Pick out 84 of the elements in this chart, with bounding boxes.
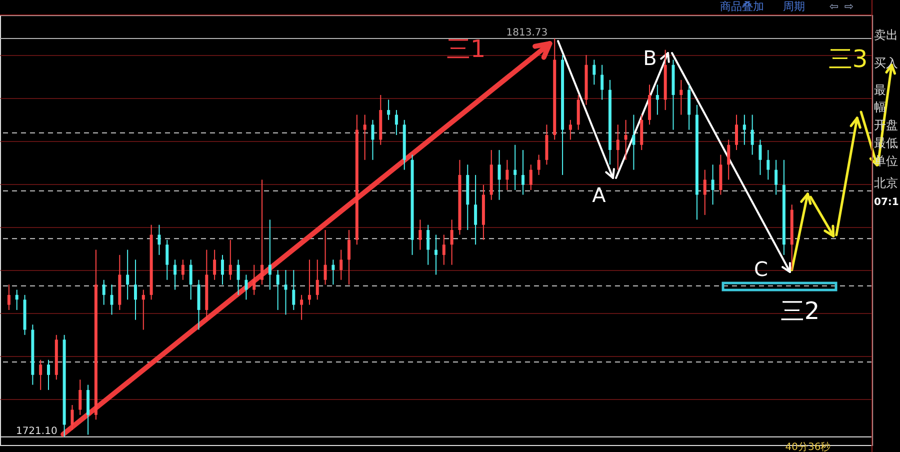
candlestick [332,259,335,286]
candlestick [46,359,50,390]
annotation: 三2 [780,297,820,325]
candlestick [292,269,296,310]
candlestick [260,179,264,286]
candlestick [498,150,501,200]
text: 买入 [874,56,898,70]
candlestick [110,284,114,316]
candlestick [324,230,327,286]
candlestick [616,124,620,170]
candlestick [7,284,10,310]
candlestick [742,114,746,146]
candlestick [387,99,390,120]
candlestick [213,249,216,280]
text: ⇨ [844,0,854,13]
candlestick [450,219,454,266]
candlestick [703,169,706,216]
candlestick [348,230,351,286]
candlestick [711,164,714,206]
candlestick [268,219,272,290]
annotation: C [754,257,768,281]
candlestick [766,150,770,180]
candlestick [102,279,106,306]
candlestick [189,259,192,300]
candlestick [418,219,422,250]
candlestick [142,289,145,330]
candlestick [181,259,184,280]
candlestick [568,119,572,140]
candlestick [236,259,240,296]
candlestick [521,150,524,196]
candlestick [537,154,540,176]
candlestick [656,84,659,116]
text: 周期 [783,0,805,13]
candlestick [15,289,18,310]
annotation: 三1 [446,35,486,63]
candlestick [158,224,161,256]
ref-line-label: 1721.10 [16,426,58,437]
candlestick [735,114,738,151]
candlestick [244,274,248,300]
text: 北京 [874,176,898,190]
candlestick [126,249,130,300]
candlestick [680,79,683,116]
candlestick [316,259,319,300]
text: 最 [874,83,886,97]
candlestick [276,269,280,310]
candlestick [371,119,374,160]
candlestick [727,139,730,180]
text: 07:1 [874,197,899,208]
candlestick [514,144,517,191]
candlestick [39,359,42,390]
ref-line-label: 1813.73 [506,28,548,39]
text: ⇦ [829,0,839,13]
candlestick [394,110,398,136]
candlestick [750,114,754,156]
candlestick [220,254,224,286]
candlestick [284,269,288,316]
candlestick [228,239,232,280]
candlestick [624,119,628,160]
text: 卖出 [874,28,898,42]
candlestick [134,259,137,320]
candlestick [442,234,446,266]
candlestick [340,249,343,280]
candlestick [300,294,304,320]
candlestick [600,64,604,100]
annotation: B [643,46,657,70]
candlestick [434,234,438,276]
candlestick [426,224,430,266]
text: 商品叠加 [720,0,764,13]
candlestick [308,259,311,306]
candlestick [78,379,82,416]
candlestick [174,259,177,290]
candlestick [506,159,509,191]
candlestick [70,404,74,430]
candlestick [474,174,478,246]
candlestick [252,264,256,296]
candlestick [166,239,169,280]
candlestick [774,159,778,196]
candlestick [758,139,762,176]
candlestick [592,59,596,86]
annotation: A [592,183,606,207]
candlestick [363,114,366,160]
candlestick [529,164,532,191]
annotation: 三3 [828,45,868,73]
candlestick [632,114,636,170]
